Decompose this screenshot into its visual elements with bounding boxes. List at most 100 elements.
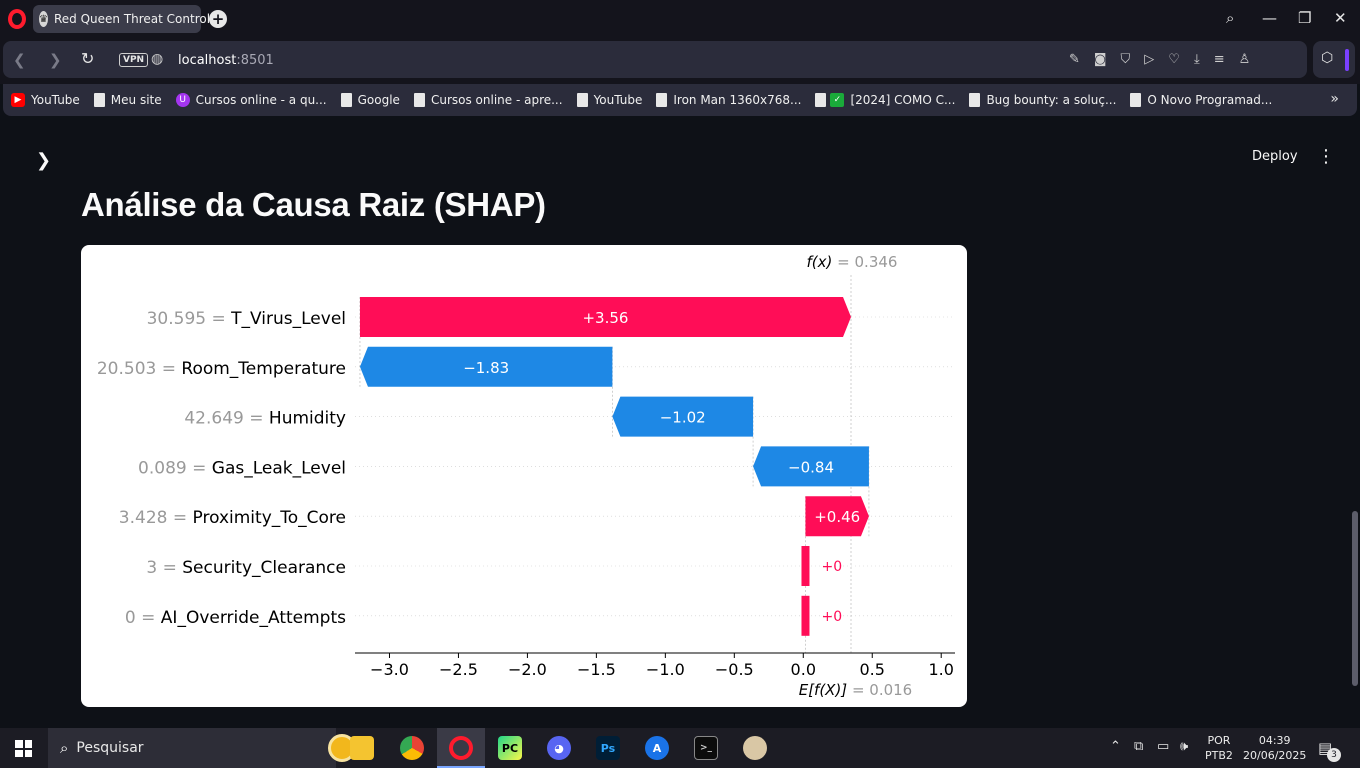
bookmark-item[interactable]: U Cursos online - a qu... (175, 93, 327, 107)
extensions-button[interactable]: ⬡ (1313, 41, 1355, 78)
bookmarks-overflow-icon[interactable]: » (1330, 91, 1339, 107)
forward-button[interactable]: ❯ (49, 51, 62, 69)
shap-bar (612, 396, 754, 437)
app-store-app[interactable]: A (633, 728, 681, 768)
chrome-app[interactable] (388, 728, 436, 768)
camera-icon[interactable]: ◙ (1093, 52, 1107, 67)
feature-name: Gas_Leak_Level (212, 458, 346, 478)
bookmark-item[interactable]: Bug bounty: a soluç... (969, 93, 1116, 107)
feature-label: 42.649 = Humidity (184, 409, 346, 429)
bookmark-item[interactable]: O Novo Programad... (1130, 93, 1272, 107)
meet-icon[interactable]: ⧉ (1134, 739, 1144, 754)
restore-button[interactable]: ❐ (1298, 9, 1312, 27)
volume-icon[interactable]: 🕪 (1180, 739, 1189, 754)
back-button[interactable]: ❮ (13, 51, 26, 69)
address-bar: ❮ ❯ ↻ VPN ◍ localhost:8501 ✎ ◙ ⛉ ▷ ♡ ⤓ ≡… (3, 41, 1307, 78)
bookmark-label: Cursos online - apre... (430, 93, 563, 107)
x-tick-label: −2.0 (508, 660, 547, 679)
x-tick-label: −0.5 (715, 660, 754, 679)
page-icon (93, 93, 105, 107)
udemy-icon: U (175, 93, 190, 107)
page-icon (1130, 93, 1142, 107)
x-tick-label: −1.5 (577, 660, 616, 679)
clock-date: 20/06/2025 (1243, 749, 1307, 762)
x-tick-label: 1.0 (928, 660, 953, 679)
url-field[interactable]: localhost:8501 (178, 53, 274, 68)
taskbar-search[interactable]: ⌕ Pesquisar (48, 728, 356, 768)
bookmark-item[interactable]: Google (340, 93, 400, 107)
feature-label: 3 = Security_Clearance (146, 558, 346, 578)
opera-logo-icon[interactable] (8, 9, 26, 29)
sidebar-accent (1345, 49, 1349, 71)
clock[interactable]: 04:39 20/06/2025 (1243, 733, 1306, 763)
cube-icon: ⬡ (1321, 50, 1334, 66)
ex-label: E[f(X)] = 0.016 (799, 681, 913, 699)
minimize-button[interactable]: — (1262, 9, 1277, 27)
palette-icon (743, 736, 767, 760)
network-icon[interactable]: ▭ (1157, 739, 1170, 754)
opera-icon (449, 736, 473, 760)
tab-red-queen[interactable]: ♛ Red Queen Threat Control (33, 5, 210, 33)
main-menu-icon[interactable]: ⋮ (1317, 146, 1335, 167)
opera-app[interactable] (437, 728, 485, 768)
shap-bar (805, 496, 869, 537)
discord-app[interactable]: ◕ (535, 728, 583, 768)
download-icon[interactable]: ⤓ (1193, 52, 1200, 67)
bookmark-label: YouTube (593, 93, 643, 107)
bookmark-label: Meu site (110, 93, 162, 107)
edit-icon[interactable]: ✎ (1069, 52, 1080, 67)
pycharm-app[interactable]: PC (486, 728, 534, 768)
bookmark-item[interactable]: YouTube (576, 93, 643, 107)
feature-value: 3.428 = (119, 508, 193, 528)
folder-icon (350, 736, 374, 760)
close-window-button[interactable]: ✕ (1334, 9, 1347, 27)
bookmark-label: Bug bounty: a soluç... (986, 93, 1117, 107)
heart-icon[interactable]: ♡ (1168, 52, 1180, 67)
bookmark-item[interactable]: Cursos online - apre... (413, 93, 563, 107)
new-tab-button[interactable]: + (209, 10, 227, 28)
bookmark-label: O Novo Programad... (1147, 93, 1273, 107)
bookmark-label: Iron Man 1360x768... (673, 93, 802, 107)
shap-bar-label: +3.56 (582, 309, 628, 327)
pycharm-icon: PC (498, 736, 522, 760)
terminal-icon: >_ (694, 736, 718, 760)
windows-taskbar: ⌕ Pesquisar PC ◕ Ps A >_ ⌃ ⧉ ▭ 🕪 POR PTB2… (0, 728, 1360, 768)
play-icon[interactable]: ▷ (1144, 52, 1155, 67)
bookmark-item[interactable]: ▶ YouTube (11, 93, 80, 107)
terminal-app[interactable]: >_ (682, 728, 730, 768)
bookmark-item[interactable]: ✓ [2024] COMO C... (815, 93, 955, 107)
page-scrollbar[interactable] (1352, 511, 1358, 686)
photoshop-app[interactable]: Ps (584, 728, 632, 768)
shap-bar (801, 546, 810, 586)
tray-overflow-icon[interactable]: ⌃ (1110, 739, 1121, 754)
bookmarks-bar: ▶ YouTube Meu site U Cursos online - a qu.… (3, 84, 1357, 116)
menu-icon[interactable]: ≡ (1213, 52, 1225, 67)
sidebar-expand-icon[interactable]: ❯ (36, 150, 52, 171)
lang-top: POR (1207, 734, 1231, 747)
reload-button[interactable]: ↻ (81, 49, 95, 68)
search-tabs-icon[interactable]: ⌕ (1226, 9, 1235, 27)
bookmark-item[interactable]: Iron Man 1360x768... (656, 93, 801, 107)
feature-value: 0.089 = (138, 458, 212, 478)
windows-start-icon[interactable] (15, 740, 32, 757)
fx-name: f(x) (807, 253, 833, 271)
file-explorer-app[interactable] (338, 728, 386, 768)
x-tick-label: −2.5 (439, 660, 478, 679)
feature-label: 20.503 = Room_Temperature (97, 359, 346, 379)
language-indicator[interactable]: POR PTB2 (1205, 733, 1233, 763)
page-icon (576, 93, 588, 107)
vpn-badge[interactable]: VPN (119, 53, 149, 67)
profile-icon[interactable]: ♙ (1238, 52, 1251, 67)
bookmark-label: Google (357, 93, 400, 107)
bookmark-item[interactable]: Meu site (93, 93, 162, 107)
feature-name: Room_Temperature (181, 359, 346, 379)
ex-value: = 0.016 (847, 681, 912, 699)
shield-icon[interactable]: ⛉ (1120, 52, 1131, 67)
paint-app[interactable] (731, 728, 779, 768)
feature-label: 0 = AI_Override_Attempts (125, 608, 346, 628)
shap-waterfall-chart: +3.56 30.595 = T_Virus_Level −1.83 20.503 =… (97, 253, 955, 699)
deploy-button[interactable]: Deploy (1252, 149, 1298, 164)
tab-title: Red Queen Threat Control (53, 12, 211, 26)
youtube-icon: ▶ (11, 93, 25, 107)
chrome-icon (400, 736, 424, 760)
